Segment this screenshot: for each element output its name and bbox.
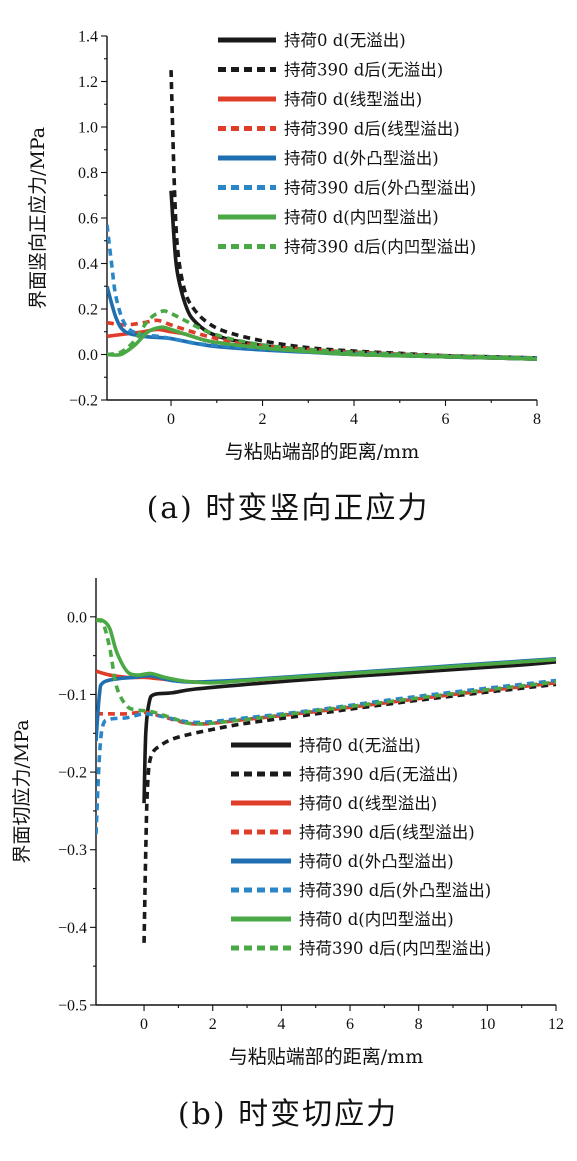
y-tick-label: 0.0	[78, 347, 98, 364]
y-tick-label: 0.4	[78, 256, 98, 273]
legend-label: 持荷0 d(外凸型溢出)	[299, 852, 454, 871]
legend: 持荷0 d(无溢出) 持荷390 d后(无溢出) 持荷0 d(线型溢出) 持荷390 …	[218, 31, 476, 257]
x-tick-label: 4	[350, 411, 358, 428]
x-axis-title: 与粘贴端部的距离/mm	[229, 1046, 423, 1068]
legend-label: 持荷390 d后(内凹型溢出)	[299, 939, 491, 958]
legend-label: 持荷390 d后(无溢出)	[284, 61, 443, 80]
legend-label: 持荷390 d后(内凹型溢出)	[284, 238, 476, 257]
series-line-2	[142, 682, 557, 943]
legend-label: 持荷0 d(无溢出)	[284, 31, 406, 50]
y-tick-label: −0.5	[58, 998, 87, 1015]
series-line-7	[96, 618, 557, 685]
series-line-8	[107, 309, 538, 360]
series-line-4	[107, 318, 538, 360]
y-tick-label: 0.6	[78, 211, 98, 228]
y-tick-label: −0.1	[58, 687, 87, 704]
y-axis-title: 界面竖向正应力/MPa	[27, 127, 49, 309]
series-group	[96, 618, 557, 943]
y-axis-title: 界面切应力/MPa	[11, 719, 33, 863]
legend-label: 持荷0 d(线型溢出)	[299, 794, 437, 813]
series-line-5	[107, 285, 538, 361]
x-tick-label: 4	[277, 1016, 285, 1033]
y-tick-label: −0.3	[58, 842, 87, 859]
legend-label: 持荷390 d后(线型溢出)	[284, 120, 460, 139]
y-tick-label: −0.2	[58, 765, 87, 782]
series-line-8	[96, 618, 557, 726]
legend-label: 持荷0 d(内凹型溢出)	[299, 910, 454, 929]
legend-label: 持荷390 d后(外凸型溢出)	[284, 179, 476, 198]
y-tick-label: 1.0	[78, 120, 98, 137]
series-line-5	[96, 656, 557, 742]
x-tick-label: 10	[479, 1016, 495, 1033]
legend-label: 持荷0 d(外凸型溢出)	[284, 149, 439, 168]
figure-caption: (b) 时变切应力	[178, 1097, 398, 1132]
x-tick-label: 0	[167, 411, 175, 428]
chart-panel-b: −0.5 −0.4 −0.3 −0.2 −0.1 0.0 0 2 4 6 8 10 12 与粘贴端部的距离…	[11, 578, 564, 1132]
y-tick-label: 1.4	[78, 29, 98, 46]
legend-label: 持荷390 d后(线型溢出)	[299, 823, 475, 842]
y-tick-label: −0.2	[69, 393, 98, 410]
series-group	[107, 70, 538, 361]
x-tick-label: 0	[140, 1016, 148, 1033]
x-tick-label: 8	[533, 411, 541, 428]
legend-label: 持荷390 d后(外凸型溢出)	[299, 881, 491, 900]
series-line-1	[142, 660, 557, 804]
legend-label: 持荷390 d后(无溢出)	[299, 765, 458, 784]
x-tick-label: 2	[209, 1016, 217, 1033]
legend-label: 持荷0 d(线型溢出)	[284, 90, 422, 109]
legend-label: 持荷0 d(无溢出)	[299, 736, 421, 755]
x-axis-title: 与粘贴端部的距离/mm	[225, 441, 419, 463]
y-tick-label: 0.2	[78, 302, 98, 319]
y-tick-label: 0.0	[67, 609, 87, 626]
y-tick-label: 1.2	[78, 74, 98, 91]
x-tick-label: 2	[259, 411, 267, 428]
x-tick-label: 6	[442, 411, 450, 428]
legend: 持荷0 d(无溢出) 持荷390 d后(无溢出) 持荷0 d(线型溢出) 持荷390 …	[231, 736, 491, 958]
series-line-7	[107, 325, 538, 361]
chart-panel-a: −0.2 0.0 0.2 0.4 0.6 0.8 1.0 1.2 1.4 0 2 4 6 8 与粘贴端部的距…	[27, 29, 541, 527]
legend-label: 持荷0 d(内凹型溢出)	[284, 208, 439, 227]
x-tick-label: 8	[415, 1016, 423, 1033]
x-tick-label: 6	[346, 1016, 354, 1033]
y-tick-label: 0.8	[78, 165, 98, 182]
figure-caption: (a) 时变竖向正应力	[147, 491, 430, 526]
x-tick-label: 12	[548, 1016, 564, 1033]
y-tick-label: −0.4	[58, 920, 87, 937]
